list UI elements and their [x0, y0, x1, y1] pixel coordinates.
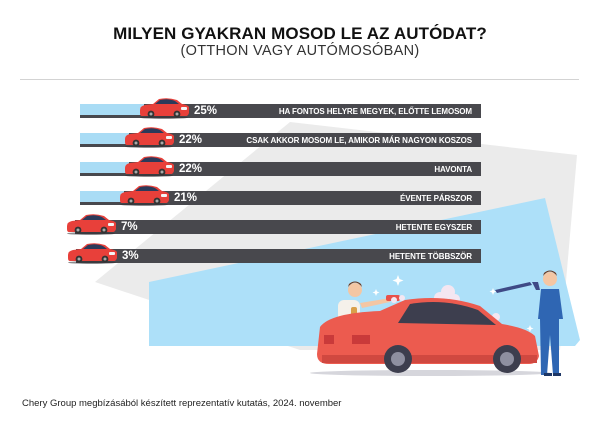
bar-fill	[80, 191, 124, 202]
category-label: HETENTE TÖBBSZÖR	[389, 252, 472, 261]
bar-track	[80, 191, 481, 205]
bar-track	[80, 133, 481, 147]
bar-fill	[80, 104, 144, 115]
value-label: 25%	[194, 105, 218, 117]
bar-fill	[80, 162, 129, 173]
bar-row: 22% HAVONTA	[0, 155, 600, 179]
person-with-pressure-washer-icon	[495, 270, 563, 376]
value-label: 21%	[174, 192, 198, 204]
car-icon	[118, 184, 170, 206]
bar-row: 25% HA FONTOS HELYRE MEGYEK, ELŐTTE LEMOS…	[0, 97, 600, 121]
category-label: HAVONTA	[434, 165, 472, 174]
sparkle-icon	[372, 275, 534, 332]
chart-subtitle: (OTTHON VAGY AUTÓMOSÓBAN)	[180, 43, 420, 59]
ground-shadow	[310, 370, 550, 376]
bar-row: 3% HETENTE TÖBBSZÖR	[0, 242, 600, 266]
value-label: 22%	[179, 134, 203, 146]
category-label: HETENTE EGYSZER	[395, 223, 472, 232]
bar-fill	[80, 133, 129, 144]
source-footnote: Chery Group megbízásából készített repre…	[22, 398, 342, 409]
car-icon	[123, 126, 175, 148]
category-label: CSAK AKKOR MOSOM LE, AMIKOR MÁR NAGYON K…	[246, 136, 472, 145]
value-label: 22%	[179, 163, 203, 175]
car-icon	[66, 242, 118, 264]
car-icon	[123, 155, 175, 177]
bar-row: 21% ÉVENTE PÁRSZOR	[0, 184, 600, 208]
category-label: HA FONTOS HELYRE MEGYEK, ELŐTTE LEMOSOM	[278, 107, 472, 116]
bar-track	[76, 249, 481, 263]
bar-track	[80, 162, 481, 176]
value-label: 3%	[122, 250, 139, 262]
car-wash-illustration	[310, 270, 563, 376]
red-car-icon	[317, 298, 539, 373]
divider	[20, 79, 579, 80]
bar-row: 7% HETENTE EGYSZER	[0, 213, 600, 237]
bar-row: 22% CSAK AKKOR MOSOM LE, AMIKOR MÁR NAGYO…	[0, 126, 600, 150]
value-label: 7%	[121, 221, 138, 233]
car-icon	[138, 97, 190, 119]
bar-track	[75, 220, 481, 234]
category-label: ÉVENTE PÁRSZOR	[400, 194, 472, 203]
car-icon	[65, 213, 117, 235]
chart-title: MILYEN GYAKRAN MOSOD LE AZ AUTÓDAT?	[113, 24, 487, 43]
